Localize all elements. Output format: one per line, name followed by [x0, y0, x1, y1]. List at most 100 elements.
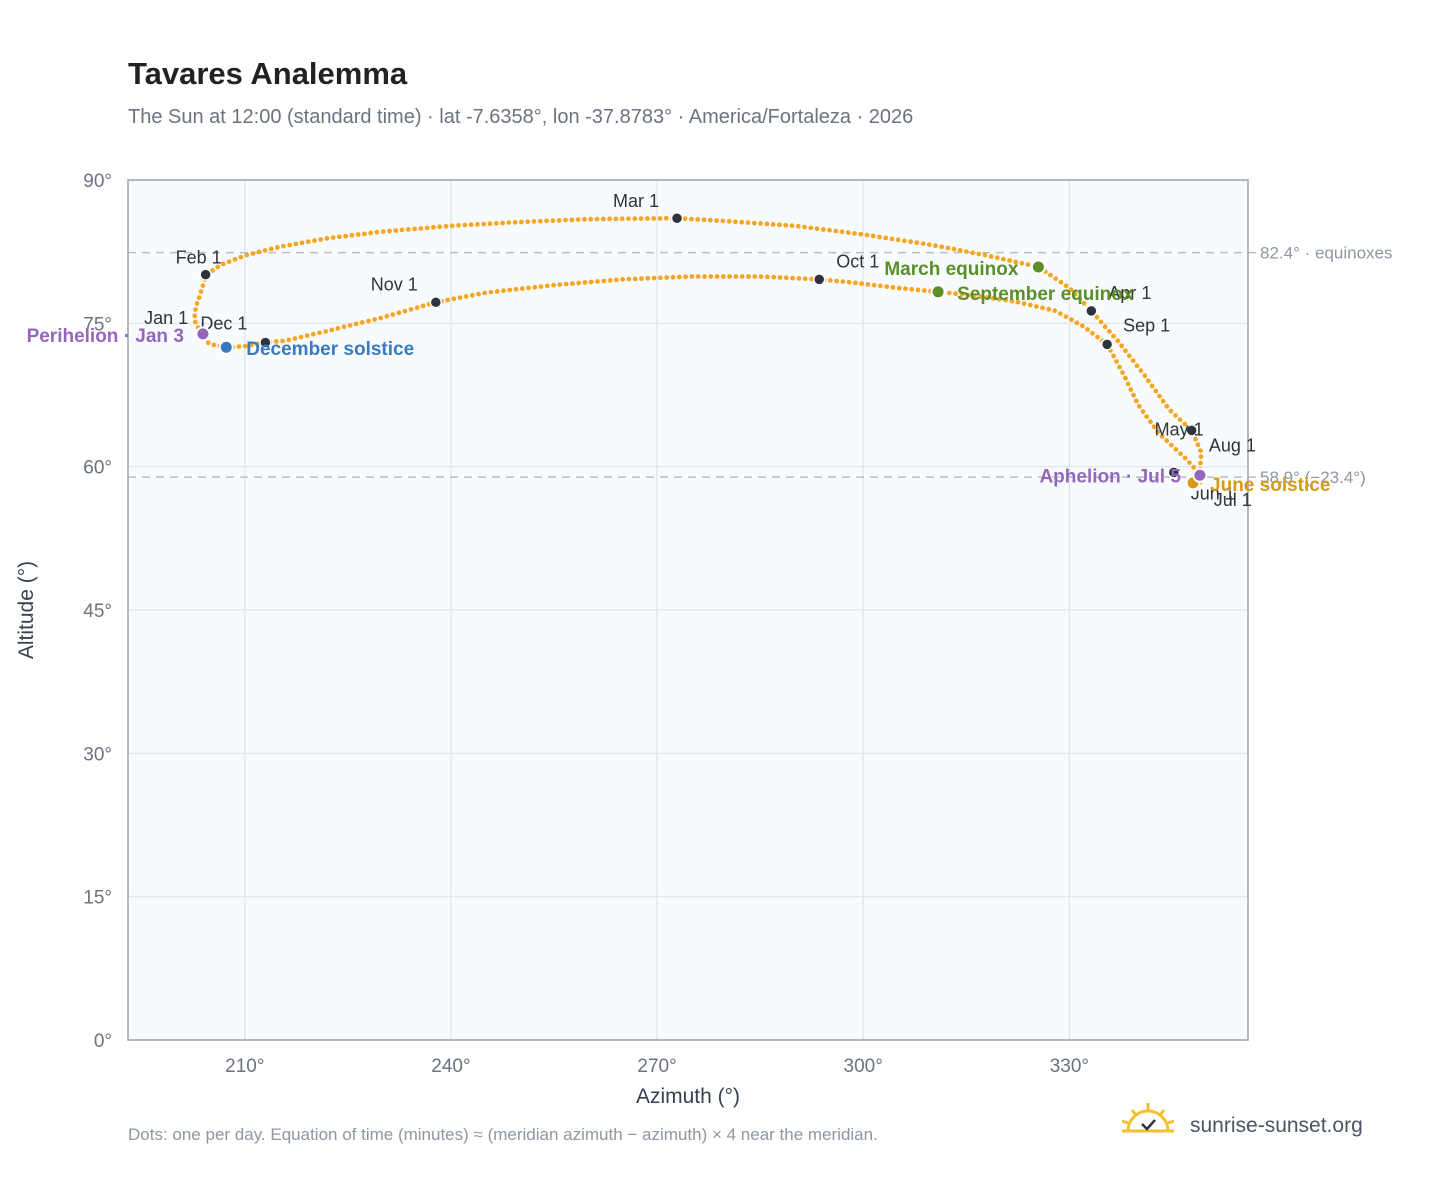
daily-sun-dot [814, 226, 820, 232]
daily-sun-dot [1120, 370, 1125, 375]
daily-sun-dot [765, 274, 770, 280]
daily-sun-dot [903, 286, 908, 292]
daily-sun-dot [1138, 368, 1144, 374]
daily-sun-dot [946, 290, 952, 296]
month-marker[interactable] [1085, 304, 1098, 318]
daily-sun-dot [557, 282, 563, 287]
daily-sun-dot [651, 216, 657, 221]
daily-sun-dot [1085, 327, 1090, 332]
daily-sun-dot [506, 220, 512, 226]
daily-sun-dot [1095, 334, 1100, 340]
daily-sun-dot [513, 286, 519, 292]
month-marker[interactable] [429, 296, 443, 309]
daily-sun-dot [1077, 296, 1083, 302]
month-marker[interactable] [1185, 424, 1198, 437]
daily-sun-dot [689, 274, 695, 279]
daily-sun-dot [476, 291, 481, 297]
daily-sun-dot [889, 236, 895, 242]
daily-sun-dot [443, 223, 449, 229]
daily-sun-dot [970, 250, 975, 256]
daily-sun-dot [1164, 438, 1170, 444]
daily-sun-dot [1155, 429, 1161, 435]
daily-sun-dot [1149, 383, 1155, 389]
daily-sun-dot [933, 243, 938, 249]
month-marker[interactable] [812, 273, 826, 286]
daily-sun-dot [402, 308, 408, 314]
month-marker[interactable] [259, 336, 272, 349]
event-label: June solstice [1210, 475, 1330, 496]
event-marker[interactable] [1030, 259, 1046, 275]
daily-sun-dot [746, 274, 751, 279]
daily-sun-dot [393, 228, 399, 233]
daily-sun-dot [594, 216, 600, 222]
daily-sun-dot [390, 312, 396, 317]
daily-sun-dot [456, 223, 461, 228]
month-marker[interactable] [670, 211, 684, 225]
chart-title: Tavares Analemma [128, 56, 408, 91]
daily-sun-dot [298, 334, 304, 340]
month-label: Jun 1 [1191, 483, 1235, 503]
month-marker[interactable] [199, 268, 212, 281]
daily-sun-dot [335, 326, 341, 331]
daily-sun-dot [994, 255, 1000, 261]
event-marker[interactable] [218, 339, 234, 355]
daily-sun-dot [1198, 448, 1203, 453]
daily-sun-dot [463, 294, 469, 299]
x-tick-label: 330° [1050, 1056, 1089, 1077]
month-label: Jul 1 [1214, 490, 1252, 510]
daily-sun-dot [1117, 364, 1122, 370]
daily-sun-dot [702, 274, 707, 279]
brand-name[interactable]: sunrise-sunset.org [1190, 1114, 1363, 1137]
daily-sun-dot [988, 254, 994, 259]
event-label: December solstice [246, 339, 414, 360]
daily-sun-dot [550, 218, 556, 224]
daily-sun-dot [374, 229, 380, 235]
daily-sun-dot [1114, 359, 1119, 364]
daily-sun-dot [532, 284, 538, 290]
daily-sun-dot [359, 320, 365, 325]
daily-sun-dot [563, 281, 569, 287]
daily-sun-dot [1046, 306, 1052, 312]
daily-sun-dot [196, 295, 202, 300]
daily-sun-dot [1146, 378, 1151, 384]
month-label: Mar 1 [613, 191, 659, 211]
event-marker[interactable] [930, 284, 946, 300]
daily-sun-dot [424, 225, 430, 231]
daily-sun-dot [1128, 387, 1134, 392]
reference-line-label: 58.9° (−23.4°) [1260, 468, 1366, 487]
event-marker[interactable] [195, 326, 211, 342]
footnote: Dots: one per day. Equation of time (min… [128, 1125, 878, 1144]
daily-sun-dot [238, 254, 244, 260]
daily-sun-dot [588, 279, 594, 285]
plot-frame [127, 179, 1249, 1041]
daily-sun-dot [733, 274, 739, 279]
daily-sun-dot [1027, 302, 1033, 308]
daily-sun-dot [926, 242, 932, 248]
daily-sun-dot [833, 228, 839, 234]
daily-sun-dot [1126, 353, 1132, 359]
month-marker[interactable] [1100, 338, 1114, 351]
daily-sun-dot [337, 234, 342, 240]
daily-sun-dot [808, 225, 814, 231]
daily-sun-dot [488, 289, 494, 295]
daily-sun-dot [1072, 291, 1078, 297]
daily-sun-dot [683, 274, 688, 280]
daily-sun-dot [764, 221, 770, 227]
daily-sun-dot [286, 337, 292, 343]
event-label: Aphelion · Jul 5 [1039, 466, 1181, 487]
daily-sun-dot [418, 226, 424, 231]
daily-sun-dot [1164, 403, 1170, 409]
daily-sun-dot [914, 240, 920, 246]
month-marker[interactable] [1167, 466, 1181, 479]
daily-sun-dot [853, 280, 858, 286]
daily-sun-dot [909, 286, 915, 292]
daily-sun-dot [445, 297, 450, 303]
event-marker[interactable] [1192, 467, 1208, 483]
daily-sun-dot [921, 288, 927, 293]
daily-sun-dot [663, 215, 669, 221]
daily-sun-dot [689, 216, 694, 222]
daily-sun-dot [304, 333, 310, 338]
daily-sun-dot [493, 220, 499, 226]
daily-sun-dot [329, 327, 335, 333]
daily-sun-dot [525, 219, 531, 225]
